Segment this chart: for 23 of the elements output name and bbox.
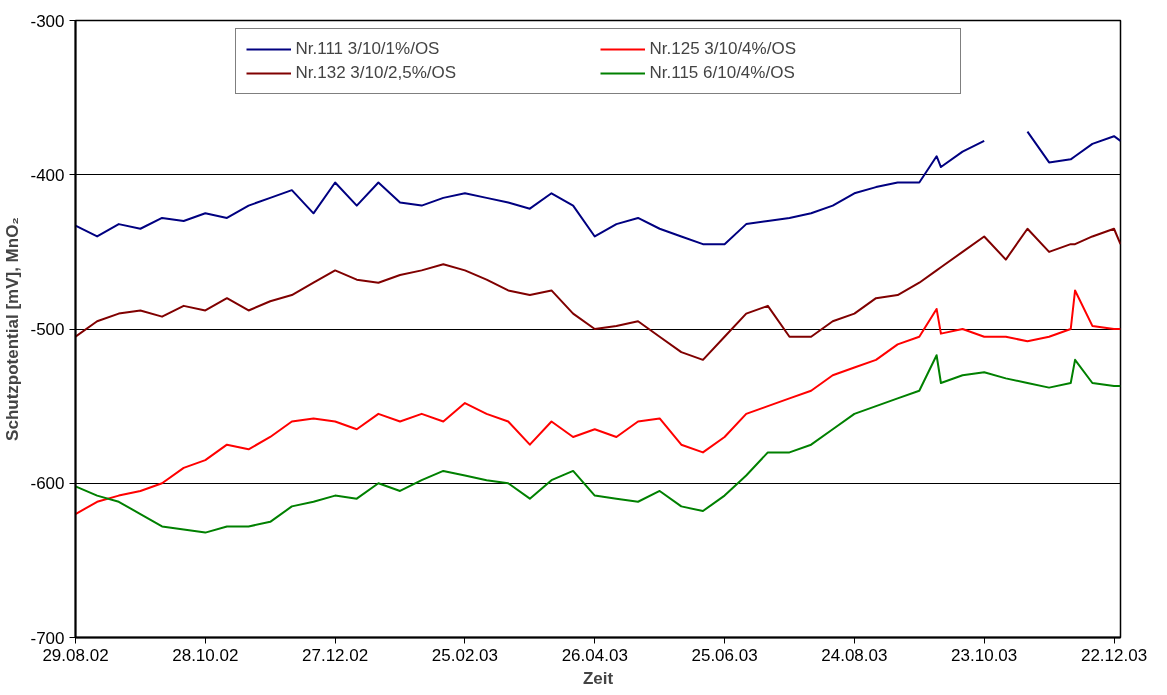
x-tick-label: 29.08.02 [42, 645, 109, 665]
x-tick-label: 26.04.03 [561, 645, 628, 665]
x-tick-label: 28.10.02 [172, 645, 239, 665]
x-tick-label: 27.12.02 [302, 645, 369, 665]
x-tick-label: 24.08.03 [821, 645, 888, 665]
y-tick-label: -500 [30, 320, 65, 339]
y-tick-label: -400 [30, 165, 65, 185]
y-tick-label: -300 [30, 11, 65, 31]
line-series [75, 354, 1121, 534]
y-tick-label: -700 [30, 628, 65, 648]
line-series [75, 227, 1121, 361]
x-tick-label: 23.10.03 [951, 645, 1018, 665]
y-axis-title: Schutzpotential [mV], MnO₂ [3, 217, 23, 441]
x-axis-title: Zeit [582, 668, 614, 688]
legend-label: Nr.132 3/10/2,5%/OS [295, 63, 458, 83]
legend-label: Nr.111 3/10/1%/OS [295, 39, 441, 59]
y-tick-label: -600 [30, 474, 65, 494]
legend-label: Nr.125 3/10/4%/OS [649, 39, 797, 59]
legend-label: Nr.115 6/10/4%/OS [649, 63, 796, 83]
x-tick-label: 25.06.03 [691, 645, 758, 665]
line-series [75, 289, 1121, 516]
x-tick-label: 22.12.03 [1080, 645, 1148, 665]
x-tick-label: 25.02.03 [431, 645, 499, 665]
